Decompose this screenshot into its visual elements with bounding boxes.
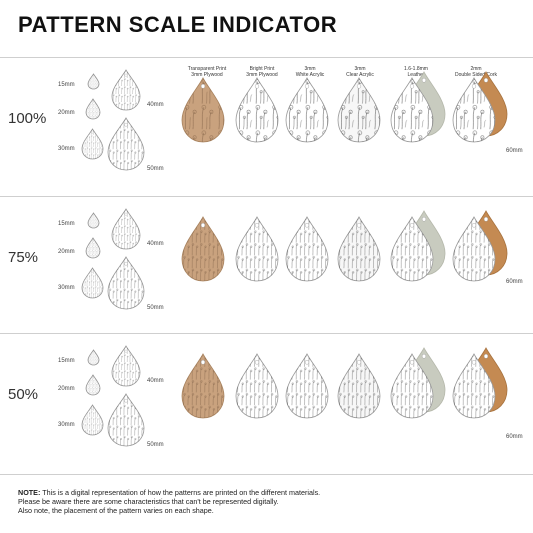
- sample-drop-15mm: [87, 212, 100, 229]
- size-label: 50mm: [147, 166, 164, 172]
- material-label-line2: Double Sided Cork: [455, 72, 497, 78]
- material-label-line1: 2mm: [470, 66, 482, 72]
- material-label-line1: Bright Print: [249, 66, 275, 72]
- material-label-line2: Clear Acrylic: [346, 72, 374, 78]
- material-label: 2mm Double Sided Cork: [446, 66, 506, 78]
- size-label: 15mm: [58, 221, 75, 227]
- sample-drop-50mm: [107, 256, 145, 310]
- material-label: Bright Print 3mm Plywood: [232, 66, 292, 78]
- product-drop-clear: [337, 77, 381, 143]
- product-drop-clear: [337, 353, 381, 419]
- material-label-line2: 3mm Plywood: [191, 72, 223, 78]
- section-graphics: [81, 69, 508, 171]
- note-line2: Please be aware there are some character…: [18, 497, 279, 506]
- sample-drop-20mm: [85, 98, 101, 120]
- material-label-line1: 3mm: [354, 66, 366, 72]
- sample-drop-40mm: [111, 69, 141, 111]
- product-drop-plywood: [181, 77, 225, 143]
- sample-drop-30mm: [81, 404, 104, 436]
- material-label: 3mm White Acrylic: [280, 66, 340, 78]
- product-drop-leather: [390, 216, 434, 282]
- product-size-label: 60mm: [506, 434, 523, 440]
- material-label: 1.6-1.8mm Leather: [386, 66, 446, 78]
- size-label: 20mm: [58, 249, 75, 255]
- scale-section: 75% 15mm 20mm 30mm 40mm 50mm 60mm: [0, 197, 533, 335]
- sample-drop-50mm: [107, 393, 145, 447]
- material-label-line1: 3mm: [304, 66, 316, 72]
- product-drop-bright: [235, 353, 279, 419]
- material-label-line1: Transparent Print: [187, 66, 227, 72]
- divider: [0, 196, 533, 197]
- size-label: 40mm: [147, 102, 164, 108]
- size-label: 20mm: [58, 110, 75, 116]
- product-drop-plywood: [181, 216, 225, 282]
- divider: [0, 57, 533, 58]
- material-label-line2: White Acrylic: [295, 72, 325, 78]
- product-size-label: 60mm: [506, 148, 523, 154]
- material-label-line1: 1.6-1.8mm: [404, 66, 428, 72]
- note-label: NOTE:: [18, 488, 41, 497]
- size-label: 50mm: [147, 305, 164, 311]
- product-drop-clear: [337, 216, 381, 282]
- section-graphics: [81, 345, 508, 447]
- note-line3: Also note, the placement of the pattern …: [18, 506, 214, 515]
- sample-drop-50mm: [107, 117, 145, 171]
- material-label-line2: 3mm Plywood: [246, 72, 278, 78]
- material-label: 3mm Clear Acrylic: [330, 66, 390, 78]
- size-label: 50mm: [147, 442, 164, 448]
- sample-drop-30mm: [81, 267, 104, 299]
- size-label: 20mm: [58, 386, 75, 392]
- product-drop-white: [285, 353, 329, 419]
- divider: [0, 474, 533, 475]
- product-drop-cork: [452, 216, 496, 282]
- product-drop-white: [285, 77, 329, 143]
- size-label: 15mm: [58, 358, 75, 364]
- note-line1: This is a digital representation of how …: [40, 488, 321, 497]
- sample-drop-40mm: [111, 345, 141, 387]
- sample-drop-30mm: [81, 128, 104, 160]
- sample-drop-15mm: [87, 73, 100, 90]
- scale-percent: 50%: [8, 386, 39, 403]
- product-drop-leather: [390, 353, 434, 419]
- sample-drop-20mm: [85, 374, 101, 396]
- section-graphics: [81, 208, 508, 310]
- page-title: PATTERN SCALE INDICATOR: [18, 12, 338, 37]
- product-drop-bright: [235, 216, 279, 282]
- material-label-line2: Leather: [407, 72, 425, 78]
- scale-section: 50% 15mm 20mm 30mm 40mm 50mm 60mm: [0, 334, 533, 472]
- scale-section: 100% 15mm 20mm 30mm 40mm 50mm 60mm: [0, 58, 533, 196]
- scale-percent: 75%: [8, 249, 39, 266]
- sample-drop-40mm: [111, 208, 141, 250]
- divider: [0, 333, 533, 334]
- material-headers: Transparent Print 3mm Plywood Bright Pri…: [0, 66, 533, 86]
- sample-drop-15mm: [87, 349, 100, 366]
- product-drop-bright: [235, 77, 279, 143]
- size-label: 30mm: [58, 285, 75, 291]
- product-drop-cork: [452, 353, 496, 419]
- size-label: 40mm: [147, 378, 164, 384]
- size-label: 30mm: [58, 422, 75, 428]
- product-drop-cork: [452, 77, 496, 143]
- size-label: 40mm: [147, 241, 164, 247]
- material-label: Transparent Print 3mm Plywood: [177, 66, 237, 78]
- product-drop-leather: [390, 77, 434, 143]
- size-label: 15mm: [58, 82, 75, 88]
- size-label: 30mm: [58, 146, 75, 152]
- product-size-label: 60mm: [506, 279, 523, 285]
- sample-drop-20mm: [85, 237, 101, 259]
- product-drop-white: [285, 216, 329, 282]
- scale-percent: 100%: [8, 110, 47, 127]
- note-text: NOTE: This is a digital representation o…: [18, 488, 518, 515]
- product-drop-plywood: [181, 353, 225, 419]
